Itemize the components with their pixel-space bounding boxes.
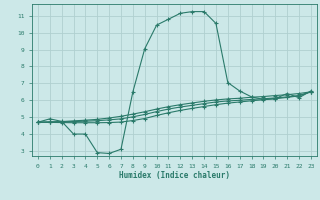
X-axis label: Humidex (Indice chaleur): Humidex (Indice chaleur) (119, 171, 230, 180)
